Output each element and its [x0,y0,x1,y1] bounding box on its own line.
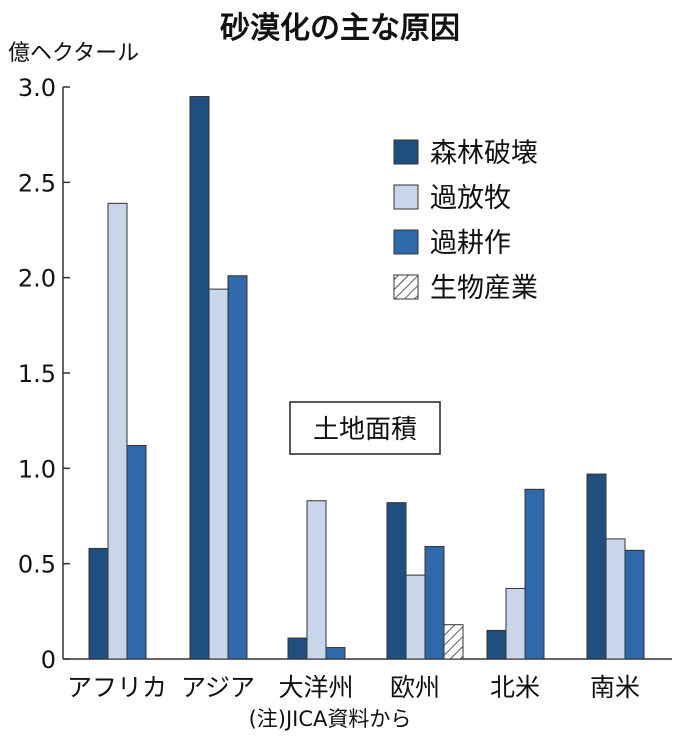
bar-生物産業-欧州 [443,624,464,660]
y-tick-label: 2.5 [18,169,56,197]
bar-過放牧-欧州 [405,574,426,660]
y-tick-label: 1.5 [18,360,56,388]
bar-森林破壊-北米 [486,629,507,660]
bar-森林破壊-大洋州 [287,637,308,660]
bar-過耕作-欧州 [424,546,445,660]
x-tick-label: 北米 [490,673,540,702]
y-tick-label: 1.0 [18,455,56,483]
legend-swatch [393,184,419,210]
bar-過耕作-南米 [624,549,645,660]
bar-過耕作-北米 [524,488,545,660]
x-tick-label: 欧州 [390,673,440,702]
legend-swatch [393,274,419,300]
bar-過放牧-北米 [505,587,526,660]
y-tick-label: 2.0 [18,265,56,293]
bar-森林破壊-アジア [189,96,210,660]
x-tick-label: 南米 [590,673,640,702]
y-tick-label: 3.0 [18,74,56,102]
x-tick-label: 大洋州 [278,673,353,702]
legend-label: 生物産業 [430,273,538,304]
x-tick-label: アフリカ [67,673,167,702]
legend-swatch [393,229,419,255]
bar-過耕作-アジア [227,275,248,660]
bar-森林破壊-欧州 [386,502,407,660]
bar-過放牧-南米 [605,538,626,660]
legend-swatch [393,139,419,165]
x-tick-label: アジア [181,673,255,702]
annotation-box [289,401,441,455]
bar-過耕作-アフリカ [126,444,147,660]
annotation-label: 土地面積 [313,415,417,445]
y-axis-label: 億ヘクタール [8,41,139,66]
chart-title: 砂漠化の主な原因 [220,11,460,46]
legend-label: 過耕作 [430,228,511,259]
bar-森林破壊-南米 [586,473,607,660]
source-note: (注)JICA資料から [249,707,412,731]
bar-過放牧-大洋州 [306,500,327,660]
bar-過耕作-大洋州 [325,647,346,660]
legend-label: 過放牧 [430,183,511,214]
legend-label: 森林破壊 [430,138,538,169]
y-tick-label: 0.5 [18,551,56,579]
bar-過放牧-アジア [208,288,229,660]
bar-森林破壊-アフリカ [88,547,109,660]
y-tick-label: 0 [41,646,56,674]
bar-過放牧-アフリカ [107,202,128,660]
